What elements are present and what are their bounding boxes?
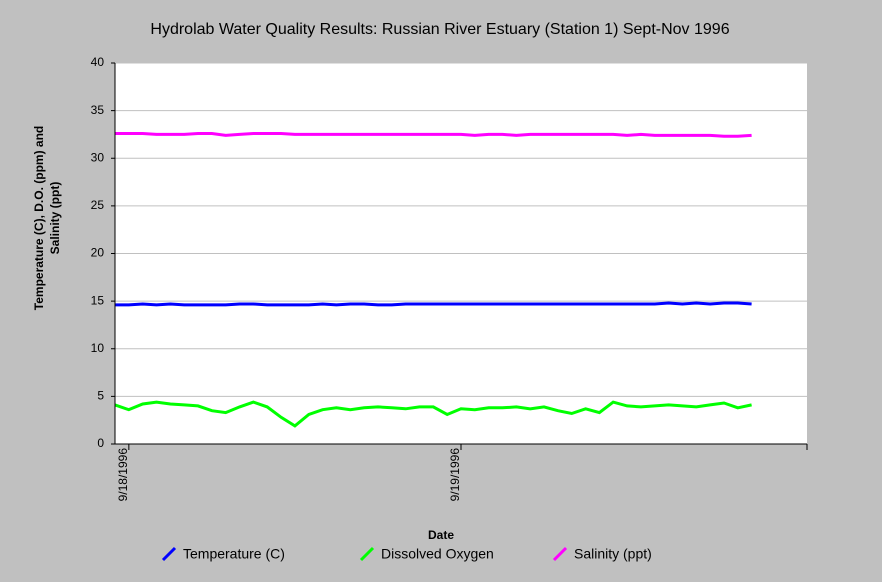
y-tick-label: 30	[91, 150, 105, 164]
y-tick-label: 5	[97, 389, 104, 403]
y-tick-label: 15	[91, 293, 105, 307]
y-tick-label: 20	[91, 246, 105, 260]
y-tick-label: 25	[91, 198, 105, 212]
chart-title: Hydrolab Water Quality Results: Russian …	[150, 21, 729, 38]
x-axis-label: Date	[428, 528, 454, 542]
x-tick-label: 9/18/1996	[116, 448, 130, 502]
legend-swatch	[359, 546, 375, 562]
y-axis-label-line: Temperature (C), D.O. (ppm) and	[32, 126, 46, 310]
legend-label: Salinity (ppt)	[574, 546, 652, 562]
x-tick-labels: 9/18/1996 9/19/1996	[116, 448, 462, 502]
marks	[114, 132, 752, 428]
legend-label: Dissolved Oxygen	[381, 546, 494, 562]
y-tick-label: 10	[91, 341, 105, 355]
grid	[115, 62, 807, 397]
series-line	[115, 132, 752, 138]
y-axis-label-line: Salinity (ppt)	[48, 182, 62, 255]
legend-swatch	[161, 546, 177, 562]
series-line	[114, 400, 752, 428]
legend-label: Temperature (C)	[183, 546, 285, 562]
y-tick-label: 40	[91, 55, 105, 69]
legend: Temperature (C) Dissolved Oxygen Salinity …	[161, 546, 652, 562]
legend-swatch	[552, 546, 568, 562]
x-tick-label: 9/19/1996	[448, 448, 462, 502]
axes: 0 5 10 15 20 25 30 35 40	[91, 55, 808, 450]
y-tick-label: 0	[97, 436, 104, 450]
y-tick-label: 35	[91, 103, 105, 117]
series-line	[115, 301, 752, 307]
y-axis-label: Temperature (C), D.O. (ppm) and Salinity…	[32, 126, 62, 310]
